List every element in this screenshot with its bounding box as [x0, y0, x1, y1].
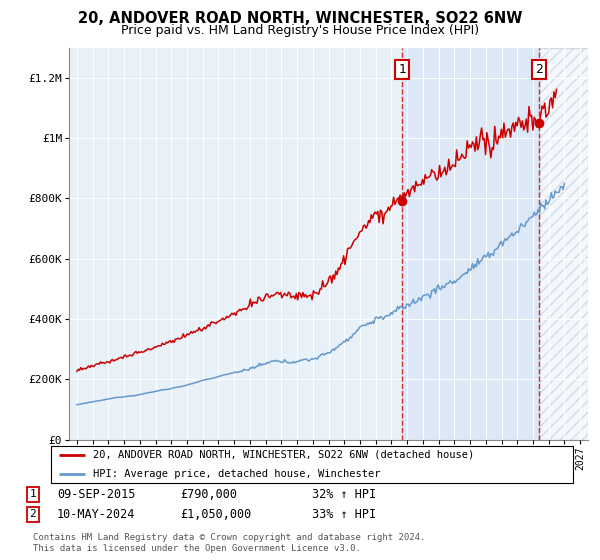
Text: 20, ANDOVER ROAD NORTH, WINCHESTER, SO22 6NW (detached house): 20, ANDOVER ROAD NORTH, WINCHESTER, SO22…: [93, 450, 474, 460]
Text: Contains HM Land Registry data © Crown copyright and database right 2024.
This d: Contains HM Land Registry data © Crown c…: [33, 533, 425, 553]
Text: £1,050,000: £1,050,000: [180, 507, 251, 521]
Text: 1: 1: [29, 489, 37, 500]
Text: 09-SEP-2015: 09-SEP-2015: [57, 488, 136, 501]
Text: £790,000: £790,000: [180, 488, 237, 501]
Text: 32% ↑ HPI: 32% ↑ HPI: [312, 488, 376, 501]
Text: 33% ↑ HPI: 33% ↑ HPI: [312, 507, 376, 521]
Text: Price paid vs. HM Land Registry's House Price Index (HPI): Price paid vs. HM Land Registry's House …: [121, 24, 479, 36]
Text: 2: 2: [535, 63, 542, 76]
FancyBboxPatch shape: [50, 446, 573, 483]
Text: 2: 2: [29, 509, 37, 519]
Bar: [402, 48, 539, 440]
Text: 1: 1: [398, 63, 406, 76]
Bar: [539, 48, 588, 440]
Text: HPI: Average price, detached house, Winchester: HPI: Average price, detached house, Winc…: [93, 469, 380, 478]
Text: 10-MAY-2024: 10-MAY-2024: [57, 507, 136, 521]
Bar: [539, 48, 588, 440]
Text: 20, ANDOVER ROAD NORTH, WINCHESTER, SO22 6NW: 20, ANDOVER ROAD NORTH, WINCHESTER, SO22…: [78, 11, 522, 26]
